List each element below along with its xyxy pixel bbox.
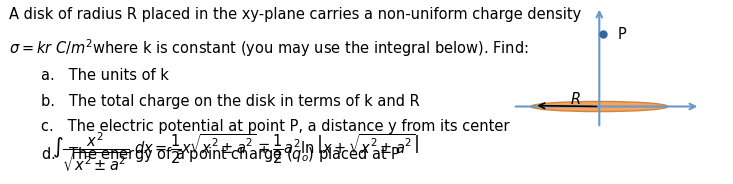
Ellipse shape: [531, 101, 668, 112]
Text: d.   The energy of a point charge $(q_o)$ placed at P: d. The energy of a point charge $(q_o)$ …: [41, 145, 401, 164]
Text: c.   The electric potential at point P, a distance y from its center: c. The electric potential at point P, a …: [41, 119, 509, 134]
Text: b.   The total charge on the disk in terms of k and R: b. The total charge on the disk in terms…: [41, 94, 420, 109]
Text: $\sigma = kr\ C/m^2$where k is constant (you may use the integral below). Find:: $\sigma = kr\ C/m^2$where k is constant …: [9, 38, 528, 59]
Text: a.   The units of k: a. The units of k: [41, 68, 169, 83]
Text: A disk of radius R placed in the xy-plane carries a non-uniform charge density: A disk of radius R placed in the xy-plan…: [9, 7, 581, 22]
Text: $\int \dfrac{x^2}{\sqrt{x^2 \pm a^2}}\ dx = \dfrac{1}{2}x\sqrt{x^2 \pm a^2} \mp : $\int \dfrac{x^2}{\sqrt{x^2 \pm a^2}}\ d…: [52, 130, 419, 174]
Text: P: P: [617, 26, 626, 42]
Text: R: R: [570, 92, 581, 107]
